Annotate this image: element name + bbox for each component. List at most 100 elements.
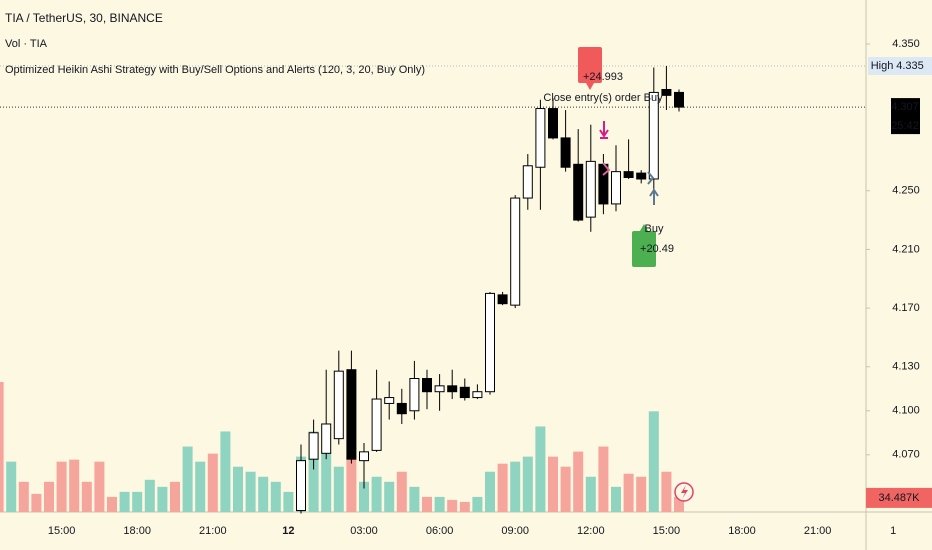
sell-arrow: [599, 121, 609, 139]
candle-layer: [296, 66, 684, 514]
volume-bar: [636, 476, 647, 512]
high-value: 4.335: [896, 60, 924, 72]
volume-bar: [447, 499, 458, 512]
volume-bar: [144, 479, 155, 512]
candle-body: [611, 171, 621, 205]
volume-bar: [623, 473, 634, 512]
candle-body: [409, 377, 420, 412]
x-tick-label: 18:00: [728, 525, 756, 537]
volume-bar: [0, 382, 4, 512]
x-tick-label: 12:00: [577, 525, 605, 537]
candle-body: [371, 398, 382, 451]
high-label: High: [871, 60, 894, 72]
candle-body: [396, 402, 407, 415]
candle-body: [522, 165, 533, 199]
volume-bar: [371, 476, 382, 512]
volume-bar: [346, 456, 357, 512]
volume-bar: [170, 481, 180, 512]
high-label-box: [868, 57, 896, 76]
candle-body: [321, 423, 332, 454]
exit-marker: [602, 162, 611, 176]
volume-bar: [94, 461, 105, 512]
candle-body: [384, 397, 395, 404]
volume-bar: [384, 481, 395, 512]
x-tick-label: 21:00: [199, 525, 227, 537]
y-tick-label: 4.350: [892, 38, 920, 50]
volume-value: 34.487K: [879, 492, 921, 504]
volume-bar: [396, 471, 407, 512]
volume-bar: [585, 476, 596, 512]
volume-bar: [207, 453, 218, 512]
volume-bar: [107, 496, 117, 512]
last-price: 4.307: [891, 101, 919, 113]
volume-bar: [548, 456, 558, 512]
candle-body: [548, 108, 558, 139]
volume-bar: [611, 486, 621, 512]
volume-bar: [321, 451, 332, 512]
volume-bar: [573, 451, 584, 512]
high-value-box: [896, 57, 932, 76]
candle-body: [434, 385, 445, 393]
volume-bar: [510, 461, 521, 512]
volume-bar: [472, 496, 483, 512]
x-tick-label: 09:00: [501, 525, 529, 537]
volume-bar: [522, 456, 533, 512]
volume-bar: [6, 461, 17, 512]
candle-body: [459, 386, 470, 399]
x-tick-label: 15:00: [653, 525, 681, 537]
volume-bar: [283, 491, 294, 512]
volume-bar: [459, 501, 470, 512]
volume-bar: [598, 446, 609, 512]
sell-label-pointer: [586, 83, 594, 90]
candle-body: [510, 197, 521, 306]
volume-bar: [422, 496, 432, 512]
candle-body: [648, 91, 659, 180]
candle-body: [447, 385, 458, 393]
x-tick-label: 12: [282, 525, 294, 537]
candle-body: [598, 163, 609, 205]
volume-bar: [661, 471, 672, 512]
y-tick-label: 4.070: [892, 449, 920, 461]
volume-bar: [535, 426, 546, 512]
x-tick-label: 18:00: [123, 525, 151, 537]
last-price-box: [891, 98, 920, 135]
axis-layer: 4.350 4.250 4.210 4.170 4.130 4.100 4.070 15:00…: [48, 38, 932, 537]
volume-bar: [119, 491, 130, 512]
volume-bar: [195, 461, 206, 512]
candle-body: [661, 88, 672, 96]
x-tick-label: 21:00: [804, 525, 832, 537]
volume-bar: [220, 431, 231, 512]
candle-body: [422, 377, 432, 393]
x-tick-label: 15:00: [48, 525, 76, 537]
volume-bar: [132, 491, 143, 512]
entry-marker: [647, 171, 655, 185]
candle-body: [636, 172, 647, 180]
volume-bar: [157, 486, 168, 512]
y-tick-label: 4.130: [892, 361, 920, 373]
volume-bar: [308, 431, 319, 512]
volume-bar: [258, 476, 269, 512]
volume-bar: [560, 466, 571, 512]
y-tick-label: 4.170: [892, 302, 920, 314]
volume-bar: [44, 481, 54, 512]
volume-bar: [434, 496, 445, 512]
candle-body: [585, 160, 596, 218]
candle-body: [485, 292, 495, 393]
x-tick-label: 03:00: [350, 525, 378, 537]
volume-bar: [31, 493, 42, 512]
buy-text: Buy: [645, 223, 664, 235]
volume-bar: [485, 471, 495, 512]
candle-body: [573, 163, 584, 221]
candle-body: [359, 451, 369, 462]
candle-body: [308, 432, 319, 460]
volume-bar: [18, 481, 29, 512]
candle-body: [674, 91, 684, 108]
buy-profit: +20.49: [640, 243, 674, 255]
volume-bar: [359, 481, 369, 512]
alert-icon-bolt: [681, 485, 688, 499]
candle-body: [472, 391, 483, 399]
candle-body: [333, 370, 344, 440]
